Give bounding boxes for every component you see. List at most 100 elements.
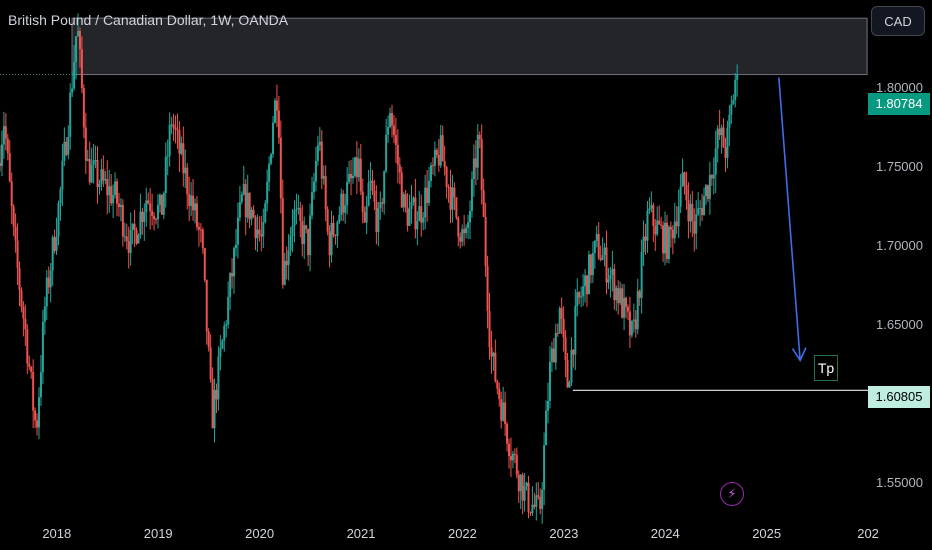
candle-body — [350, 173, 353, 179]
candle-body — [527, 482, 530, 513]
candle-down — [453, 182, 456, 211]
candle-down — [662, 221, 665, 263]
candle-body — [519, 474, 522, 492]
candle-body — [176, 129, 179, 131]
candle-down — [459, 232, 462, 249]
candle-down — [447, 184, 450, 203]
candle-down — [80, 36, 83, 94]
candle-up — [469, 200, 472, 240]
lightning-icon[interactable]: ⚡ — [720, 482, 744, 506]
candle-down — [691, 191, 694, 238]
candle-down — [117, 192, 120, 217]
current-price-badge: 1.80784 — [868, 93, 930, 115]
short-arrow-shaft — [778, 77, 801, 361]
candle-up — [418, 191, 421, 222]
candle-up — [523, 473, 526, 512]
candle-body — [636, 291, 639, 330]
candle-up — [580, 286, 583, 308]
candle-up — [227, 281, 230, 329]
candle-up — [734, 73, 737, 108]
candle-body — [67, 136, 70, 155]
candle-down — [192, 179, 195, 222]
candle-down — [260, 215, 263, 252]
candle-down — [685, 171, 688, 210]
candle-body — [578, 292, 581, 298]
candle-down — [457, 216, 460, 247]
candle-body — [110, 186, 113, 204]
candle-body — [548, 361, 551, 401]
candle-body — [595, 234, 598, 241]
candle-body — [75, 36, 78, 62]
time-tick-label: 2020 — [245, 526, 274, 541]
candle-body — [303, 225, 306, 245]
candle-body — [297, 207, 300, 210]
candle-body — [472, 158, 475, 180]
candle-down — [628, 296, 631, 348]
candle-up — [119, 198, 122, 222]
candle-down — [174, 115, 177, 144]
candle-up — [595, 225, 598, 248]
candle-body — [441, 135, 444, 162]
candle-body — [69, 92, 72, 137]
candle-up — [63, 127, 66, 167]
candle-body — [320, 141, 323, 179]
candle-up — [336, 220, 339, 248]
candle-body — [650, 205, 653, 209]
candle-body — [576, 292, 579, 306]
candle-body — [283, 260, 286, 285]
candle-down — [621, 283, 624, 319]
time-axis[interactable]: 2018 2019 2020 2021 2022 2023 2024 2025 202 — [42, 526, 879, 541]
candle-down — [675, 205, 678, 235]
candle-down — [589, 253, 592, 284]
currency-button[interactable]: CAD — [871, 6, 925, 36]
candle-up — [90, 147, 93, 184]
candle-down — [441, 125, 444, 162]
target-text-label: Tp — [814, 355, 838, 381]
candle-body — [459, 236, 462, 242]
candle-down — [24, 304, 27, 346]
candle-body — [390, 113, 393, 126]
candle-up — [139, 193, 142, 239]
candle-body — [398, 164, 401, 173]
candle-body — [619, 288, 622, 304]
candle-body — [669, 226, 672, 230]
candle-down — [301, 204, 304, 257]
candle-body — [330, 222, 333, 256]
candle-up — [511, 450, 514, 469]
candle-body — [566, 359, 569, 388]
candle-body — [531, 504, 534, 514]
candle-body — [570, 349, 573, 383]
candle-body — [119, 204, 122, 208]
candle-up — [603, 242, 606, 267]
candle-up — [689, 194, 692, 233]
candle-body — [98, 184, 101, 187]
candle-body — [153, 215, 156, 219]
candle-down — [110, 173, 113, 206]
candle-body — [385, 134, 388, 172]
price-axis[interactable]: 1.800001.750001.700001.650001.600001.550… — [876, 80, 923, 490]
candle-up — [697, 191, 700, 217]
candle-body — [328, 231, 331, 256]
candle-body — [433, 149, 436, 166]
candle-up — [591, 241, 594, 283]
candle-body — [539, 496, 542, 509]
candle-down — [361, 178, 364, 224]
candle-body — [225, 324, 228, 326]
candle-body — [90, 164, 93, 183]
candle-body — [199, 229, 202, 231]
candle-up — [92, 143, 95, 184]
candle-down — [486, 255, 489, 329]
candle-down — [443, 145, 446, 176]
candle-down — [305, 224, 308, 234]
candle-body — [326, 209, 329, 232]
candle-up — [322, 165, 325, 185]
candle-body — [182, 143, 185, 174]
candle-down — [116, 178, 119, 217]
candle-body — [496, 381, 499, 389]
candle-up — [238, 185, 241, 222]
candle-body — [252, 209, 255, 217]
candle-down — [669, 221, 672, 248]
candle-body — [77, 30, 80, 37]
candle-down — [359, 143, 362, 196]
